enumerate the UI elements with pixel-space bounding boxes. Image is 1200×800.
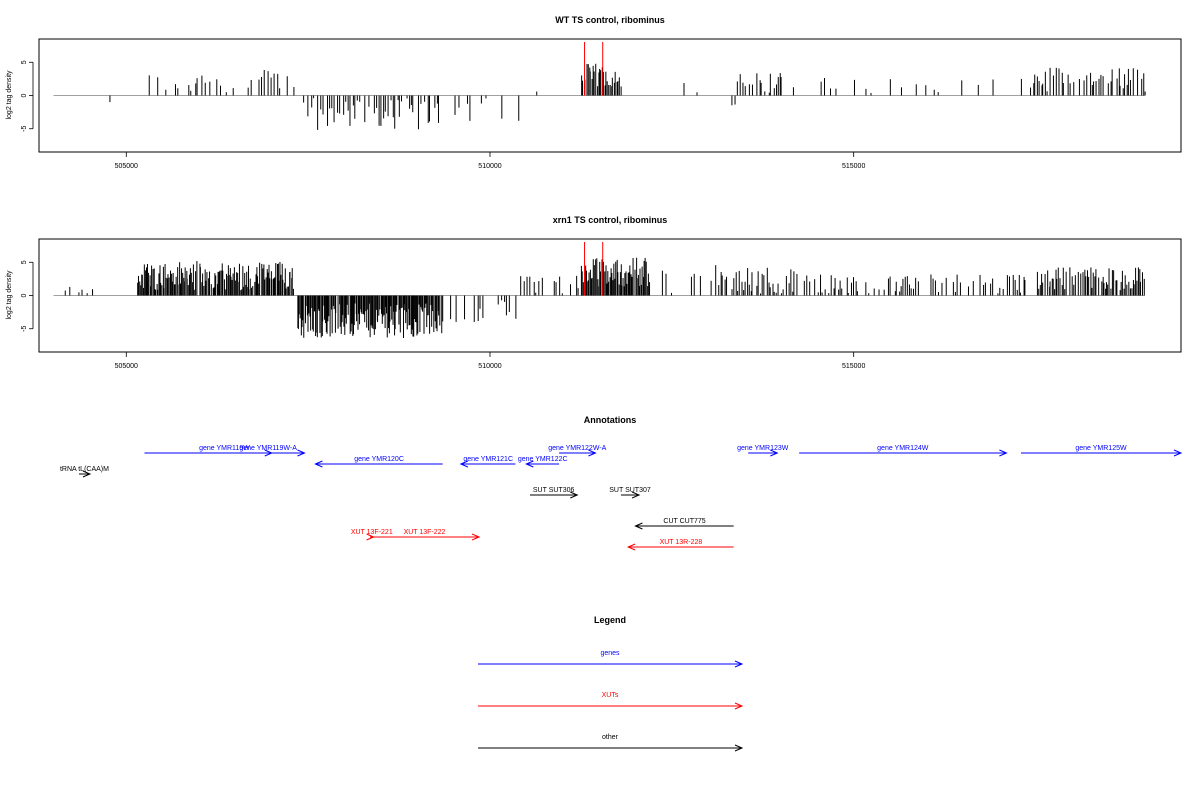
wt-bars: [53, 63, 1146, 130]
wt-x-tick-label: 510000: [478, 163, 501, 170]
xrn1-y-tick-label: 5: [21, 260, 28, 264]
legend-arrow-other: [478, 744, 744, 752]
wt-y-axis-label: log2 tag density: [6, 70, 13, 120]
annotation-label: XUT 13R-228: [660, 539, 703, 546]
annotation-arrow: [369, 533, 481, 541]
annotation-label: gene YMR125W: [1075, 445, 1127, 452]
annotation-label: gene YMR120C: [354, 456, 404, 463]
legend-label-xut: XUTs: [602, 692, 619, 699]
wt-markers: [584, 42, 604, 96]
wt-y-axis: 5 0 -5: [21, 60, 34, 132]
annotation-arrow: [525, 460, 560, 468]
annotation-arrow: [264, 449, 274, 457]
annotation-arrow: [314, 460, 443, 468]
xrn1-y-axis: 5 0 -5: [21, 260, 34, 332]
annotation-label: gene YMR122W-A: [548, 445, 606, 452]
xrn1-x-tick-label: 505000: [115, 363, 138, 370]
annotation-arrow: [1020, 449, 1183, 457]
wt-y-tick-label: 5: [21, 60, 28, 64]
annotation-label: XUT 13F-221: [351, 529, 393, 536]
xrn1-track-panel: xrn1 TS control, ribominus log2 tag dens…: [6, 215, 1182, 370]
annotation-arrow: [626, 543, 734, 551]
annotation-label: gene YMR119W-A: [239, 445, 297, 452]
xrn1-y-axis-label: log2 tag density: [6, 270, 13, 320]
annotation-arrow: [79, 470, 92, 478]
legend-items: genes XUTs other: [478, 650, 744, 752]
xrn1-track-title: xrn1 TS control, ribominus: [553, 215, 668, 225]
wt-y-tick-label: 0: [21, 93, 28, 97]
wt-track-panel: WT TS control, ribominus log2 tag densit…: [6, 15, 1182, 170]
annotation-label: tRNA tL(CAA)M: [60, 466, 109, 473]
annotation-label: gene YMR123W: [737, 445, 789, 452]
annotation-label: gene YMR124W: [877, 445, 929, 452]
legend-title: Legend: [594, 615, 626, 625]
xrn1-x-tick-label: 510000: [478, 363, 501, 370]
legend-panel: Legend genes XUTs other: [478, 615, 744, 752]
annotation-label: CUT CUT775: [663, 518, 705, 525]
annotation-label: gene YMR119W: [199, 445, 250, 452]
annotation-label: gene YMR121C: [463, 456, 513, 463]
wt-x-axis: 505000 510000 515000: [115, 152, 865, 170]
xrn1-plot-frame: [38, 238, 1182, 353]
annotation-arrow: [799, 449, 1008, 457]
annotation-label: XUT 13F-222: [404, 529, 446, 536]
annotation-arrow: [559, 449, 597, 457]
annotation-label: SUT SUT307: [609, 487, 651, 494]
wt-x-tick-label: 515000: [842, 163, 865, 170]
wt-plot-frame: [38, 38, 1182, 153]
xrn1-x-tick-label: 515000: [842, 363, 865, 370]
legend-arrow-xut: [478, 702, 744, 710]
annotation-arrow: [634, 522, 734, 530]
wt-x-tick-label: 505000: [115, 163, 138, 170]
annotation-arrow: [144, 449, 306, 457]
annotation-label: gene YMR122C: [518, 456, 568, 463]
xrn1-y-tick-label: -5: [21, 326, 28, 332]
annotations-title: Annotations: [584, 415, 637, 425]
legend-arrow-gene: [478, 660, 744, 668]
annotation-arrow: [748, 449, 779, 457]
legend-label-other: other: [602, 734, 619, 741]
xrn1-y-tick-label: 0: [21, 293, 28, 297]
annotation-arrow: [459, 460, 516, 468]
legend-label-gene: genes: [600, 650, 620, 657]
xrn1-x-axis: 505000 510000 515000: [115, 352, 865, 370]
wt-track-title: WT TS control, ribominus: [555, 15, 665, 25]
wt-y-tick-label: -5: [21, 126, 28, 132]
xrn1-markers: [584, 242, 604, 296]
annotation-label: SUT SUT306: [533, 487, 575, 494]
xrn1-bars: [53, 257, 1145, 338]
annotation-arrow: [529, 491, 579, 499]
annotation-arrow: [620, 491, 641, 499]
